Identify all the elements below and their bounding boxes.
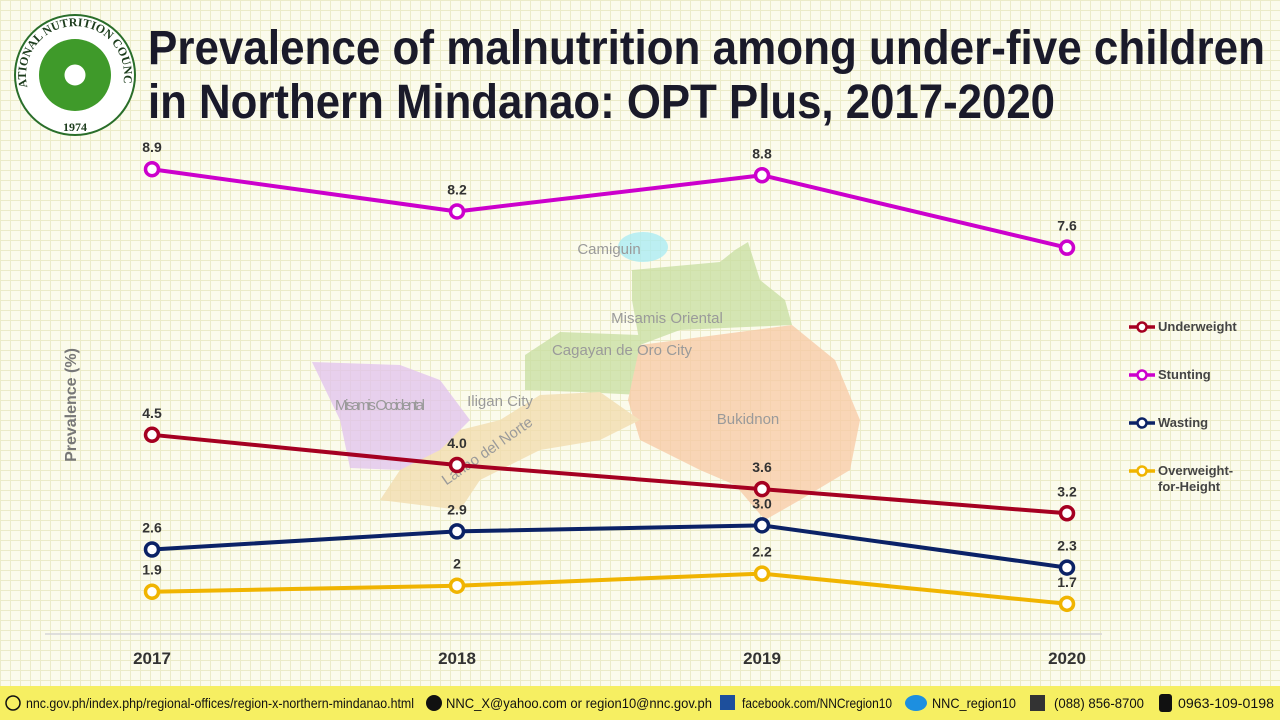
series-line: [151, 167, 1068, 250]
footer-mobile: 0963-109-0198: [1178, 695, 1274, 711]
legend-item: Stunting: [1128, 367, 1238, 383]
footer-facebook: facebook.com/NNCregion10: [742, 695, 892, 711]
data-point: [448, 203, 466, 220]
series-line: [151, 571, 1068, 606]
legend-label: Underweight: [1158, 319, 1237, 334]
legend-swatch: [1129, 369, 1155, 381]
data-point: [143, 426, 161, 444]
data-point: [143, 541, 161, 558]
data-label: 8.8: [752, 145, 772, 161]
legend-swatch: [1129, 465, 1155, 477]
data-point: [753, 517, 771, 534]
data-label: 3.6: [752, 459, 772, 475]
x-tick-label: 2017: [133, 649, 171, 668]
legend-item: Underweight: [1128, 319, 1238, 335]
data-point: [143, 583, 161, 600]
map-label: Misamis Oriental: [611, 310, 723, 327]
facebook-icon: [720, 695, 735, 710]
x-tick-label: 2018: [438, 649, 476, 668]
map-region: [632, 242, 792, 345]
map-label: Camiguin: [577, 241, 640, 258]
email-icon: [426, 695, 442, 711]
legend-marker: [1136, 321, 1148, 333]
data-label: 2.9: [447, 501, 467, 517]
chart-title: Prevalence of malnutrition among under-f…: [148, 22, 1265, 75]
logo: NATIONAL NUTRITION COUNCIL 1974: [0, 0, 136, 136]
legend-marker: [1136, 465, 1148, 477]
legend-marker: [1136, 417, 1148, 429]
data-label: 7.6: [1057, 218, 1077, 234]
data-point: [1058, 505, 1076, 522]
footer: nnc.gov.ph/index.php/regional-offices/re…: [5, 694, 1274, 712]
data-point: [1058, 595, 1076, 613]
data-label: 2.3: [1057, 538, 1077, 554]
map-region: [312, 362, 470, 470]
data-point: [753, 565, 771, 582]
data-label: 4.0: [447, 435, 467, 451]
legend-label: Overweight-for-Height: [1158, 463, 1234, 494]
footer-phone: (088) 856-8700: [1054, 695, 1144, 711]
data-label: 4.5: [142, 405, 162, 421]
legend-swatch: [1129, 321, 1155, 333]
mobile-icon: [1159, 694, 1172, 712]
map-label: Iligan City: [467, 393, 533, 410]
map-region: [525, 332, 640, 395]
data-label: 3.2: [1057, 483, 1077, 499]
data-point: [753, 167, 771, 184]
data-label: 2: [453, 556, 461, 572]
footer-email: NNC_X@yahoo.com or region10@nnc.gov.ph: [446, 695, 712, 711]
y-axis-label: Prevalence (%): [63, 348, 80, 462]
data-label: 1.7: [1057, 574, 1077, 590]
web-icon: [5, 695, 21, 711]
map-label: Cagayan de Oro City: [552, 342, 693, 359]
data-label: 2.6: [142, 519, 162, 535]
map-label: Bukidnon: [717, 411, 780, 428]
data-label: 3.0: [752, 495, 772, 511]
legend-item: Wasting: [1128, 415, 1238, 431]
map-label: Misamis Occidental: [335, 397, 425, 414]
series-line: [151, 432, 1068, 516]
logo-center: [61, 61, 89, 89]
logo-year: 1974: [63, 120, 87, 134]
footer-bar: [0, 686, 1280, 720]
data-label: 1.9: [142, 562, 162, 578]
data-label: 8.9: [142, 139, 162, 155]
x-tick-label: 2020: [1048, 649, 1086, 668]
twitter-icon: [905, 695, 927, 711]
data-point: [1058, 239, 1076, 256]
chart-title: in Northern Mindanao: OPT Plus, 2017-202…: [148, 76, 1055, 129]
data-point: [448, 577, 466, 594]
legend-item: Overweight-for-Height: [1128, 463, 1238, 495]
data-point: [448, 456, 466, 474]
data-point: [1058, 559, 1076, 576]
map-region: [380, 392, 640, 510]
x-tick-label: 2019: [743, 649, 781, 668]
legend-marker: [1136, 369, 1148, 381]
footer-website: nnc.gov.ph/index.php/regional-offices/re…: [26, 695, 414, 711]
legend-label: Stunting: [1158, 367, 1211, 382]
legend-swatch: [1129, 417, 1155, 429]
phone-icon: [1030, 695, 1045, 711]
data-label: 2.2: [752, 544, 772, 560]
map-region: [628, 325, 860, 520]
map: [312, 232, 860, 520]
data-point: [448, 523, 466, 540]
data-point: [143, 160, 161, 178]
map-region: [618, 232, 668, 262]
data-label: 8.2: [447, 181, 467, 197]
legend-label: Wasting: [1158, 415, 1209, 430]
footer-twitter: NNC_region10: [932, 695, 1016, 711]
series-line: [151, 523, 1068, 570]
data-point: [753, 480, 771, 498]
